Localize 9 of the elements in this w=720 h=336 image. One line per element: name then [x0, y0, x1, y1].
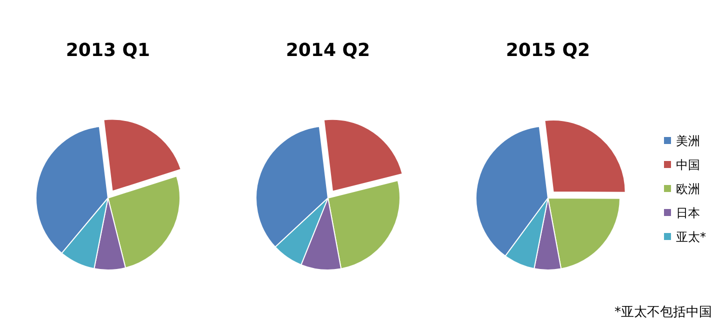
chart-title: 2013 Q1: [66, 40, 150, 61]
legend-label: 美洲: [676, 134, 700, 148]
legend-label: 中国: [676, 158, 700, 172]
chart-title: 2014 Q2: [286, 40, 370, 61]
legend-label: 日本: [676, 206, 700, 220]
legend-label: 亚太*: [676, 230, 706, 244]
legend-label: 欧洲: [676, 182, 700, 196]
chart-title: 2015 Q2: [506, 40, 590, 61]
text: *亚太不包括中国: [614, 305, 712, 320]
